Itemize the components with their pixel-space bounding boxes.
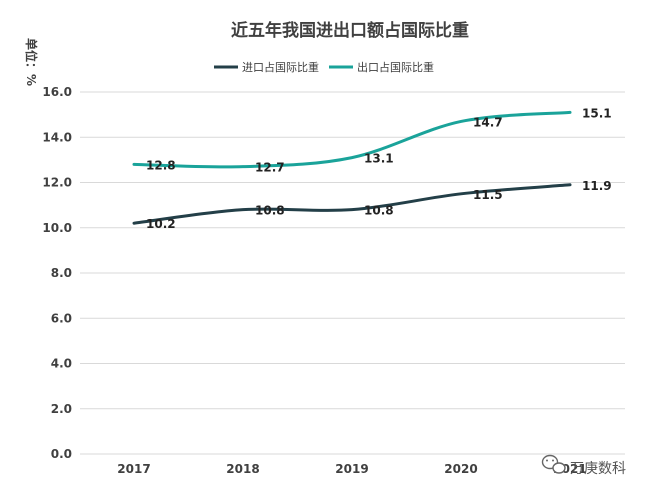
data-label: 13.1: [364, 152, 394, 166]
data-label: 10.8: [364, 204, 394, 218]
data-label: 15.1: [582, 106, 612, 120]
y-tick-label: 2.0: [51, 402, 72, 416]
series-lines: [132, 110, 572, 225]
y-axis-unit-label: 单位：%: [24, 38, 39, 86]
y-tick-label: 4.0: [51, 357, 72, 371]
y-tick-label: 6.0: [51, 311, 72, 325]
series-line-1: [132, 110, 572, 169]
y-tick-label: 12.0: [42, 176, 72, 190]
watermark-text: 万庚数科: [570, 461, 626, 477]
y-tick-label: 14.0: [42, 130, 72, 144]
data-label: 11.9: [582, 179, 612, 193]
x-tick-label: 2017: [117, 462, 150, 476]
chart-title: 近五年我国进出口额占国际比重: [231, 20, 469, 41]
wechat-icon: [541, 454, 566, 474]
watermark: 万庚数科: [541, 454, 626, 477]
legend: 进口占国际比重 出口占国际比重: [214, 60, 434, 74]
data-label: 14.7: [473, 115, 503, 129]
x-axis-ticks: 2017 2018 2019 2020 2021: [117, 462, 586, 476]
y-axis-ticks: 0.0 2.0 4.0 6.0 8.0 10.0 12.0 14.0 16.0: [42, 85, 72, 461]
data-labels: 10.2 10.8 10.8 11.5 11.9 12.8 12.7 13.1 14.7 15.1: [146, 106, 612, 231]
data-label: 11.5: [473, 188, 503, 202]
legend-label: 出口占国际比重: [357, 60, 434, 74]
gridlines: [80, 91, 625, 455]
data-label: 12.8: [146, 158, 176, 172]
data-label: 10.8: [255, 204, 285, 218]
x-tick-label: 2019: [335, 462, 368, 476]
y-tick-label: 16.0: [42, 85, 72, 99]
y-tick-label: 0.0: [51, 447, 72, 461]
y-tick-label: 8.0: [51, 266, 72, 280]
y-tick-label: 10.0: [42, 221, 72, 235]
data-label: 12.7: [255, 161, 285, 175]
x-tick-label: 2020: [444, 462, 477, 476]
data-label: 10.2: [146, 217, 176, 231]
x-tick-label: 2018: [226, 462, 259, 476]
legend-label: 进口占国际比重: [242, 60, 319, 74]
series-line-0: [132, 183, 572, 225]
